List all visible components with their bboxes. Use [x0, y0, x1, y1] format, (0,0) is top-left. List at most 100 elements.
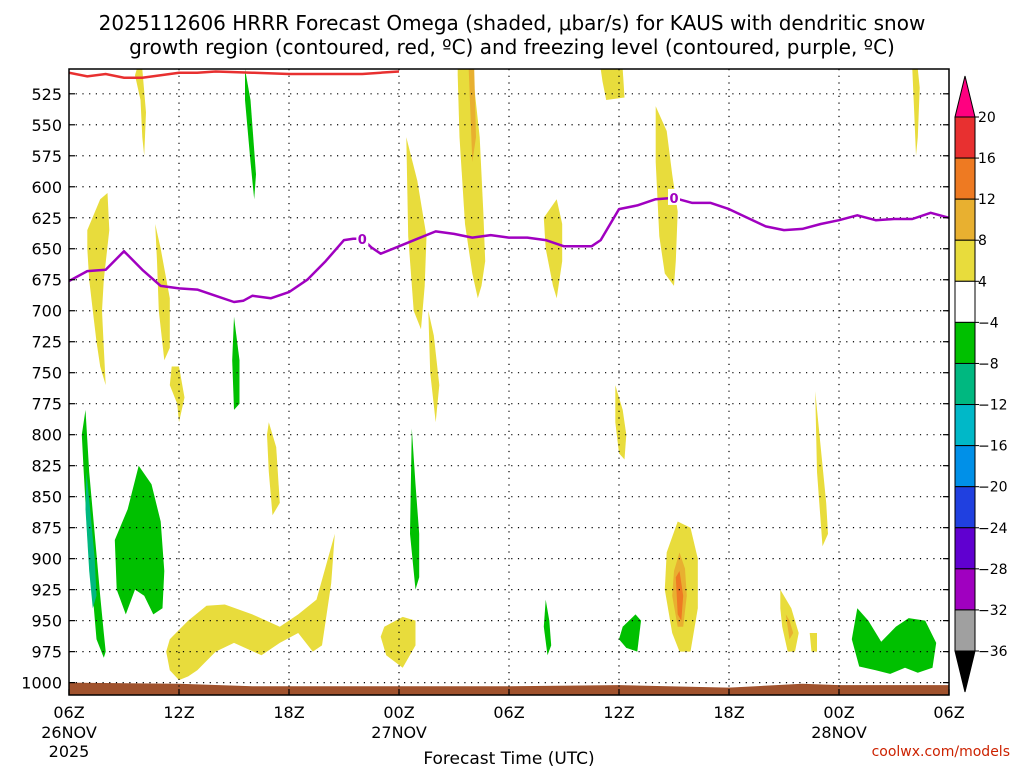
chart-title-line-1: 2025112606 HRRR Forecast Omega (shaded, … [99, 11, 926, 35]
colorbar-bottom-arrow [954, 650, 976, 693]
colorbar-swatch-8 [954, 445, 976, 488]
ytick-label-1000: 1000 [21, 674, 62, 693]
freezing-level-label-1: 0 [669, 192, 678, 207]
ytick-label-650: 650 [31, 240, 62, 259]
ytick-label-875: 875 [31, 519, 62, 538]
ytick-label-750: 750 [31, 364, 62, 383]
omega-region-19 [543, 199, 563, 299]
ytick-label-775: 775 [31, 395, 62, 414]
colorbar-label-3: 8 [978, 233, 987, 249]
colorbar-swatch-10 [954, 527, 976, 570]
omega-region-18 [457, 69, 486, 299]
colorbar-swatch-4 [954, 280, 976, 323]
xtick-label-1: 12Z [163, 703, 194, 722]
xtick-label-0: 06Z [53, 703, 84, 722]
omega-region-2 [114, 465, 165, 615]
colorbar-swatch-7 [954, 404, 976, 447]
freezing-level-contour [69, 196, 949, 304]
omega-region-27 [912, 69, 920, 156]
freezing-label-bg-0 [356, 229, 369, 246]
omega-region-16 [406, 137, 427, 330]
colorbar-swatch-12 [954, 609, 976, 652]
plot-background [69, 69, 949, 695]
omega-region-17 [428, 310, 440, 423]
omega-region-10 [135, 69, 146, 156]
ytick-label-800: 800 [31, 426, 62, 445]
ytick-label-625: 625 [31, 209, 62, 228]
ytick-label-525: 525 [31, 85, 62, 104]
ytick-label-600: 600 [31, 178, 62, 197]
colorbar-label-1: 16 [978, 151, 996, 167]
omega-region-12 [169, 366, 185, 423]
colorbar-label-4: 4 [978, 274, 987, 290]
omega-region-13 [267, 422, 280, 516]
freezing-label-bg-1 [668, 188, 680, 205]
xtick-label-4: 06Z [493, 703, 524, 722]
ytick-label-900: 900 [31, 550, 62, 569]
omega-region-14 [166, 533, 335, 681]
ytick-label-700: 700 [31, 302, 62, 321]
chart-title-line-2: growth region (contoured, red, ºC) and f… [129, 35, 895, 59]
colorbar-swatch-11 [954, 568, 976, 611]
ytick-label-725: 725 [31, 333, 62, 352]
omega-region-3 [245, 69, 256, 200]
xtick-date-7: 28NOV [811, 723, 867, 742]
colorbar-label-0: 20 [978, 110, 996, 126]
colorbar-label-11: −28 [978, 562, 1008, 578]
colorbar-label-6: −8 [978, 356, 999, 372]
colorbar-swatch-1 [954, 157, 976, 200]
plot-area: 00 [68, 68, 950, 696]
x-axis-label: Forecast Time (UTC) [423, 749, 594, 768]
omega-region-0 [81, 409, 106, 658]
omega-region-6 [543, 599, 552, 656]
colorbar-label-7: −12 [978, 398, 1008, 414]
xtick-label-2: 18Z [273, 703, 304, 722]
ytick-label-975: 975 [31, 643, 62, 662]
ytick-label-850: 850 [31, 488, 62, 507]
contour-layer: 00 [69, 70, 949, 304]
colorbar-swatch-9 [954, 486, 976, 529]
xtick-label-3: 00Z [383, 703, 414, 722]
pressure-axis: 525 550 575 600 625 650 675 700 725 750 775 800 825 8… [21, 85, 949, 693]
xtick-year-0: 2025 [49, 742, 90, 761]
colorbar-label-12: −32 [978, 603, 1008, 619]
omega-region-5 [410, 428, 420, 590]
omega-region-26 [809, 633, 817, 652]
omega-region-11 [155, 224, 170, 361]
ytick-label-550: 550 [31, 116, 62, 135]
omega-shading-layer [81, 69, 937, 681]
xtick-date-0: 26NOV [41, 723, 97, 742]
colorbar-label-5: −4 [978, 315, 999, 331]
ytick-label-675: 675 [31, 271, 62, 290]
colorbar-label-9: −20 [978, 480, 1008, 496]
omega-region-1 [85, 471, 97, 609]
omega-region-8 [851, 608, 937, 674]
ytick-label-950: 950 [31, 612, 62, 631]
xtick-label-5: 12Z [603, 703, 634, 722]
colorbar-swatch-2 [954, 198, 976, 241]
colorbar-label-8: −16 [978, 439, 1008, 455]
xtick-label-8: 06Z [933, 703, 964, 722]
colorbar-swatch-5 [954, 321, 976, 364]
omega-region-4 [232, 316, 240, 410]
omega-region-25 [815, 391, 828, 547]
xtick-label-6: 18Z [713, 703, 744, 722]
colorbar-label-2: 12 [978, 192, 996, 208]
omega-region-9 [87, 193, 110, 386]
colorbar: 20 16 12 8 4 −4 −8 −12 −16 −20 −24 −28 −32 −36 [954, 75, 1008, 693]
omega-region-29 [675, 571, 684, 621]
omega-region-21 [615, 385, 627, 460]
colorbar-label-13: −36 [978, 644, 1008, 660]
ytick-label-925: 925 [31, 581, 62, 600]
colorbar-label-10: −24 [978, 521, 1008, 537]
ytick-label-575: 575 [31, 147, 62, 166]
xtick-date-3: 27NOV [371, 723, 427, 742]
colorbar-swatch-0 [954, 116, 976, 159]
freezing-level-label-0: 0 [358, 233, 367, 248]
colorbar-swatch-6 [954, 362, 976, 406]
xtick-label-7: 00Z [823, 703, 854, 722]
credit-text: coolwx.com/models [872, 744, 1010, 760]
omega-region-31 [785, 614, 794, 640]
